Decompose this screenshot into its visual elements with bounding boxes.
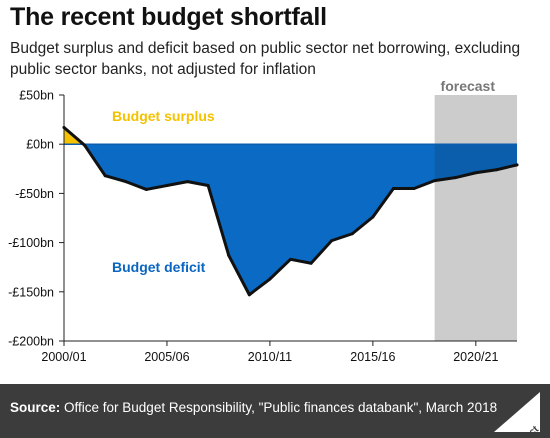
chart-title: The recent budget shortfall (10, 3, 327, 31)
x-tick-label: 2010/11 (248, 350, 292, 364)
forecast-deficit-area (434, 144, 517, 181)
source-label: Source: (10, 400, 61, 415)
y-tick-label: £50bn (19, 89, 54, 103)
data-point (412, 186, 416, 190)
data-point (289, 257, 292, 261)
data-point (206, 184, 210, 188)
x-tick-label: 2000/01 (41, 350, 86, 364)
data-point (494, 168, 498, 172)
data-point (309, 261, 313, 265)
source-text: Source: Office for Budget Responsibility… (10, 400, 497, 415)
deficit-annotation: Budget deficit (112, 259, 206, 275)
data-point (62, 125, 66, 129)
data-point (103, 174, 107, 178)
data-point (371, 215, 375, 219)
data-point (124, 180, 128, 184)
deficit-area (64, 144, 517, 295)
data-point (515, 163, 519, 167)
y-tick-label: -£150bn (8, 285, 54, 299)
data-point (227, 253, 231, 257)
y-tick-label: -£50bn (15, 187, 54, 201)
forecast-band (434, 95, 517, 341)
data-point (144, 187, 148, 191)
data-point (186, 180, 190, 184)
budget-chart: forecast £50bn £0bn -£50bn -£100bn -£150bn -£… (8, 78, 519, 364)
data-point (330, 239, 334, 243)
data-point (474, 171, 478, 175)
data-point (83, 143, 87, 147)
source-footer: Source: Office for Budget Responsibility… (0, 384, 550, 438)
data-point (433, 179, 437, 183)
x-tick-label: 2020/21 (453, 350, 498, 364)
data-point (268, 277, 272, 281)
chart-subtitle: Budget surplus and deficit based on publ… (10, 40, 521, 78)
data-point (453, 176, 457, 180)
y-tick-label: -£200bn (8, 335, 54, 349)
x-tick-label: 2005/06 (144, 350, 189, 364)
forecast-label: forecast (441, 78, 496, 94)
data-point (247, 293, 251, 297)
source-citation: Office for Budget Responsibility, "Publi… (60, 400, 498, 415)
y-tick-label: -£100bn (8, 236, 54, 250)
data-point (350, 232, 354, 236)
surplus-annotation: Budget surplus (112, 108, 215, 124)
data-point (165, 184, 169, 188)
data-point (391, 186, 395, 190)
y-tick-label: £0bn (26, 138, 54, 152)
full-fact-logo-icon: Full Fact (494, 392, 541, 436)
x-tick-label: 2015/16 (350, 350, 395, 364)
